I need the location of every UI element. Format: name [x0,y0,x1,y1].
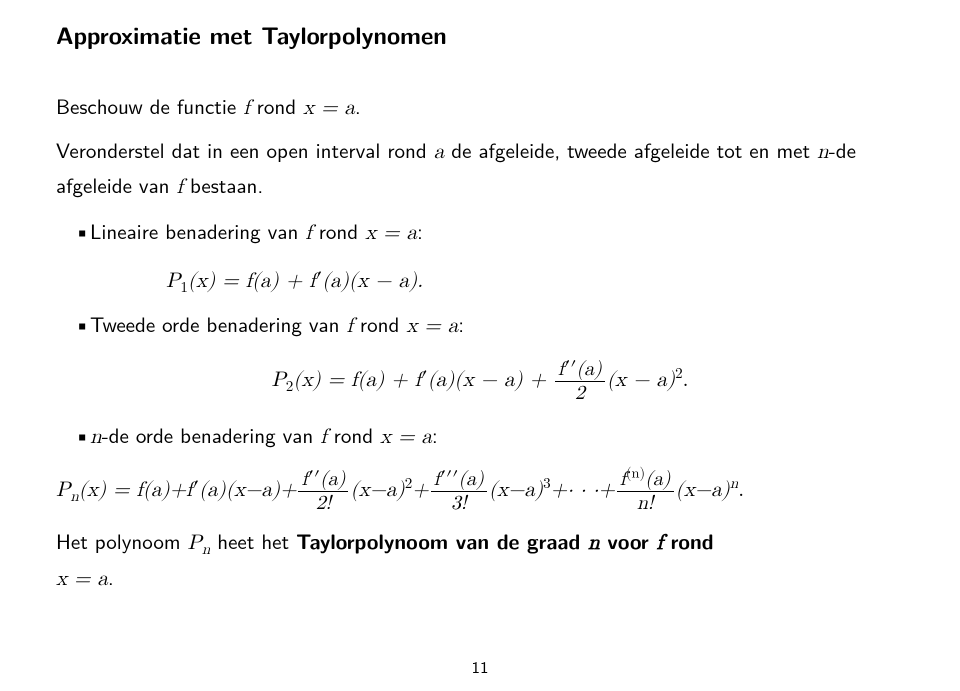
prime: ′′′ [440,469,459,489]
prime: ′′ [564,359,576,379]
eq-sup: 2 [675,366,683,381]
eq-dot: . [738,480,744,501]
eq-part: (x−a) [489,480,543,501]
bold-term: Taylorpolynoom van de graad n voor f ron… [296,526,713,556]
bullet-item-second-order: • Tweede orde benadering van f rond x = … [56,308,904,344]
math-xa: x = a [406,316,458,337]
text: Lineaire benadering van [90,216,305,246]
bold-text: Taylorpolynoom van de graad [296,526,588,556]
fraction: f′′(a)2 [555,358,605,405]
bullet-text: n-de orde benadering van f rond x = a: [90,419,904,455]
equation-p2: P2(x) = f(a) + f′(a)(x − a) + f′′(a)2(x … [56,358,904,405]
equation-pn: Pn(x) = f(a)+f′(a)(x−a)+f′′(a)2!(x−a)2+f… [56,468,904,515]
bullet-item-linear: • Lineaire benadering van f rond x = a: [56,215,904,251]
eq-dots: +· · ·+ [551,480,615,501]
text: rond [312,216,365,246]
text: -de orde benadering van [102,420,321,450]
text: rond [353,309,406,339]
math-xa: x = a [365,223,417,244]
den: 2 [555,382,605,405]
math-p: Pn [188,533,211,554]
fraction: f(n)(a)n! [617,468,674,515]
eq: Pn(x) = f(a)+f′(a)(x−a)+f′′(a)2!(x−a)2+f… [56,480,744,501]
math-xa: x = a [380,427,432,448]
eq-part: (x−a) [350,480,404,501]
eq-dot: . [683,370,689,391]
bullet-marker: • [56,419,90,452]
math-n: n [90,427,102,448]
bullet-item-nth-order: • n-de orde benadering van f rond x = a: [56,419,904,455]
eq-p: P [166,271,180,292]
text: . [108,562,114,592]
text: : [417,216,423,246]
eq-p: P [56,480,70,501]
intro-text: bestaan. [183,170,263,200]
prime: ′′ [308,469,320,489]
num-a: (a) [458,469,483,489]
bold-n: n [588,533,600,554]
eq-part: (x) = f(a)+f [79,480,193,501]
fraction: f′′′(a)3! [431,468,487,515]
fraction: f′′(a)2! [298,468,348,515]
num-a: (a) [645,469,670,489]
eq-part: (x−a) [676,480,730,501]
closing-paragraph: Het polynoom Pn heet het Taylorpolynoom … [56,525,904,596]
intro-text: rond [250,91,303,121]
p-sub: n [202,542,210,557]
eq-part: (a)(x−a)+ [199,480,296,501]
text: heet het [210,526,296,556]
p: P [188,533,202,554]
text: Het polynoom [56,526,188,556]
eq-sub: n [70,489,78,504]
eq-part: (x) = f(a) + f [188,271,316,292]
bullet-text: Tweede orde benadering van f rond x = a: [90,308,904,344]
math-n: n [817,142,829,163]
eq: P1(x) = f(a) + f′(a)(x − a). [166,271,423,292]
den: 2! [298,492,348,515]
text: : [432,420,438,450]
eq-tail: (x − a) [607,370,675,391]
intro-text: . [355,91,361,121]
intro-text: de afgeleide, tweede afgeleide tot en me… [444,135,817,165]
num-a: (a) [576,359,601,379]
page: Approximatie met Taylorpolynomen Beschou… [0,0,960,691]
page-number: 11 [0,654,960,679]
eq-sup: n [730,476,738,491]
num-sup: (n) [626,466,645,481]
page-title: Approximatie met Taylorpolynomen [56,18,904,52]
text: : [458,309,464,339]
num-a: (a) [320,469,345,489]
eq-part: (a)(x − a). [322,271,423,292]
bullet-marker: • [56,215,90,248]
bullet-marker: • [56,308,90,341]
den: n! [617,492,674,515]
intro-paragraph: Beschouw de functie f rond x = a. [56,90,904,126]
intro-text: Veronderstel dat in een open interval ro… [56,135,434,165]
math-a: a [434,142,445,163]
math-xa: x = a [56,569,108,590]
bullet-text: Lineaire benadering van f rond x = a: [90,215,904,251]
eq-plus: + [412,480,428,501]
eq-sub: 1 [180,280,188,295]
eq-p: P [271,370,285,391]
den: 3! [431,492,487,515]
intro-text: Beschouw de functie [56,91,243,121]
eq: P2(x) = f(a) + f′(a)(x − a) + f′′(a)2(x … [271,370,688,391]
eq-part: (x) = f(a) + f [293,370,421,391]
eq-sup: 3 [543,476,551,491]
eq-part: (a)(x − a) + [428,370,553,391]
text: Tweede orde benadering van [90,309,347,339]
bold-text: voor [600,526,657,556]
bold-text: rond [663,526,714,556]
text: rond [327,420,380,450]
math-xa: x = a [303,98,355,119]
equation-p1: P1(x) = f(a) + f′(a)(x − a). [56,264,904,294]
intro-paragraph-2: Veronderstel dat in een open interval ro… [56,134,904,205]
